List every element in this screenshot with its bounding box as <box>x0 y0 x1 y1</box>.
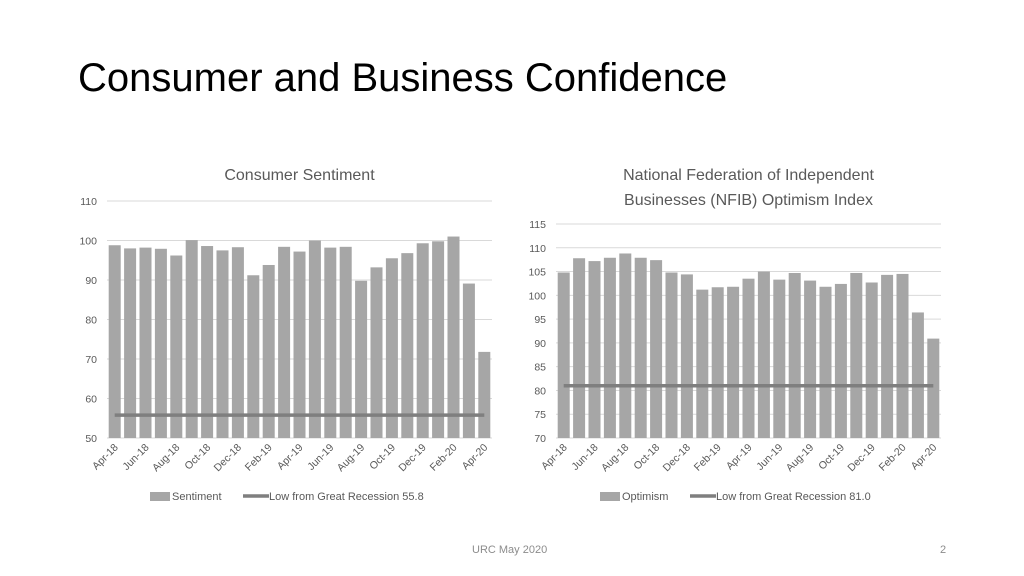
bar <box>911 312 924 438</box>
bar <box>819 286 832 438</box>
bar <box>680 274 693 438</box>
bar <box>185 240 198 438</box>
y-tick-label: 90 <box>85 275 97 287</box>
bar <box>139 247 152 438</box>
bar <box>804 280 817 438</box>
y-tick-label: 80 <box>534 385 546 397</box>
x-tick-label: Apr-20 <box>909 442 940 473</box>
bar <box>108 245 121 438</box>
y-tick-label: 80 <box>85 315 97 327</box>
bar <box>727 286 740 438</box>
x-tick-label: Feb-20 <box>877 442 909 474</box>
bar <box>170 255 183 438</box>
y-tick-label: 110 <box>80 196 97 208</box>
x-tick-label: Jun-19 <box>754 442 785 473</box>
x-tick-label: Apr-19 <box>724 442 755 473</box>
bar <box>573 258 586 438</box>
bar <box>385 258 398 438</box>
y-tick-label: 85 <box>534 362 546 374</box>
bar <box>401 253 414 438</box>
bar <box>557 272 570 438</box>
bar <box>124 248 137 438</box>
bar <box>896 273 909 438</box>
legend-label: Low from Great Recession 81.0 <box>716 491 871 503</box>
y-tick-label: 75 <box>534 409 546 421</box>
y-tick-label: 70 <box>534 433 546 445</box>
x-tick-label: Aug-18 <box>599 442 632 475</box>
bar <box>447 236 460 438</box>
x-tick-label: Jun-18 <box>569 442 600 473</box>
bar <box>834 283 847 438</box>
bar <box>742 278 755 438</box>
chart-title-line: Consumer Sentiment <box>224 167 375 184</box>
chart-title-line: Businesses (NFIB) Optimism Index <box>624 192 873 209</box>
bar <box>711 287 724 438</box>
y-tick-label: 50 <box>85 433 97 445</box>
x-tick-label: Feb-19 <box>692 442 724 474</box>
bar <box>665 272 678 438</box>
bar <box>231 247 244 438</box>
x-tick-label: Oct-19 <box>816 442 847 473</box>
bar <box>339 246 352 438</box>
x-tick-label: Apr-18 <box>539 442 570 473</box>
bar <box>278 246 291 438</box>
bar <box>865 282 878 438</box>
bar <box>773 279 786 438</box>
x-tick-label: Dec-18 <box>661 442 694 475</box>
bar <box>247 275 260 438</box>
legend-label: Low from Great Recession 55.8 <box>269 491 424 503</box>
footer-text: URC May 2020 <box>472 544 548 556</box>
y-tick-label: 105 <box>528 267 546 279</box>
bar <box>308 240 321 438</box>
x-tick-label: Aug-19 <box>784 442 817 475</box>
y-tick-label: 95 <box>534 314 546 326</box>
x-tick-label: Oct-18 <box>631 442 662 473</box>
legend-swatch-bar <box>150 492 170 501</box>
chart-title-line: National Federation of Independent <box>623 167 874 184</box>
bar <box>370 267 383 438</box>
y-tick-label: 115 <box>529 219 546 231</box>
y-tick-label: 110 <box>529 243 546 255</box>
bar <box>201 246 214 438</box>
bar <box>850 272 863 438</box>
bar <box>355 280 368 438</box>
bar <box>262 264 275 438</box>
legend-label: Optimism <box>622 491 668 503</box>
bar <box>216 250 229 438</box>
legend-label: Sentiment <box>172 491 222 503</box>
bar <box>927 338 940 438</box>
y-tick-label: 60 <box>85 394 97 406</box>
bar <box>788 272 801 438</box>
y-tick-label: 90 <box>534 338 546 350</box>
page-number: 2 <box>940 544 947 556</box>
y-tick-label: 100 <box>528 290 546 302</box>
bar <box>603 257 616 438</box>
bar <box>619 253 632 438</box>
y-tick-label: 70 <box>85 354 97 366</box>
bar <box>154 248 167 438</box>
legend-swatch-bar <box>600 492 620 501</box>
y-tick-label: 100 <box>79 236 97 248</box>
bar <box>881 274 894 438</box>
bar <box>324 247 337 438</box>
bar <box>432 241 445 438</box>
bar <box>588 261 601 438</box>
slide-title: Consumer and Business Confidence <box>78 56 728 100</box>
bar <box>293 251 306 438</box>
bar <box>416 243 429 438</box>
bar <box>634 257 647 438</box>
bar <box>650 260 663 438</box>
x-tick-label: Dec-19 <box>845 442 878 475</box>
bar <box>757 271 770 438</box>
bar <box>696 289 709 438</box>
bar <box>462 283 475 438</box>
